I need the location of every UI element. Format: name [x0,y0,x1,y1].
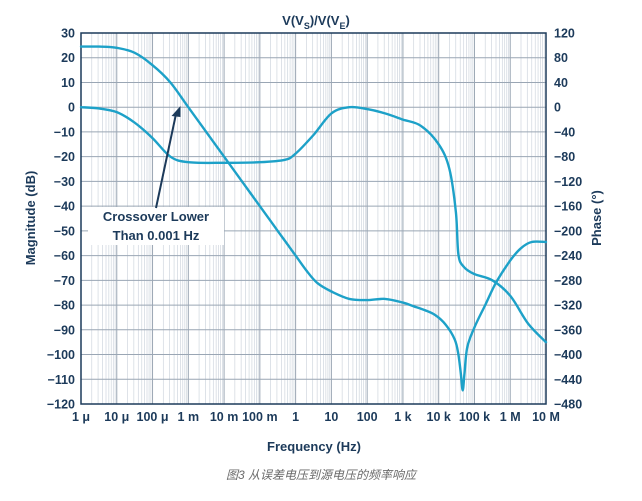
y-tick-label-left: −10 [54,125,75,139]
y-tick-label-left: −60 [54,249,75,263]
annotation-arrow-line [155,113,177,209]
chart: 3020100−10−20−30−40−50−60−70−80−90−100−1… [23,13,604,454]
y-tick-label-left: 30 [61,27,75,41]
x-tick-label: 10 m [210,410,239,424]
series-layer [79,45,548,392]
y-tick-label-left: 20 [61,51,75,65]
x-tick-label: 100 k [459,410,490,424]
y-tick-label-left: −90 [54,323,75,337]
x-tick-label: 100 [357,410,378,424]
annotation-arrow-head [171,106,181,117]
y-tick-label-right: −160 [554,200,582,214]
annotation-box [88,207,224,245]
y-tick-label-left: −30 [54,175,75,189]
y-tick-label-left: −20 [54,150,75,164]
y-tick-label-right: 0 [554,101,561,115]
y-tick-label-left: −40 [54,200,75,214]
x-tick-label: 10 M [532,410,560,424]
y-tick-label-right: −200 [554,224,582,238]
x-tick-label: 1 m [178,410,200,424]
y-tick-label-left: −80 [54,299,75,313]
annotation-line-1: Crossover Lower [103,209,209,224]
y-axis-title-right: Phase (°) [589,190,604,246]
y-tick-label-right: 40 [554,76,568,90]
y-tick-label-right: −40 [554,125,575,139]
tick-labels: 3020100−10−20−30−40−50−60−70−80−90−100−1… [47,27,582,425]
chart-title: V(VS)/V(VE) [282,13,350,31]
x-tick-label: 1 M [500,410,521,424]
y-tick-label-left: −120 [47,398,75,412]
figure-caption: 图3 从误差电压到源电压的频率响应 [225,468,416,482]
y-tick-label-right: −480 [554,398,582,412]
x-tick-label: 10 k [427,410,451,424]
phase-series-line [79,105,548,344]
y-tick-label-right: −400 [554,348,582,362]
x-tick-label: 10 μ [104,410,129,424]
x-tick-label: 10 [324,410,338,424]
y-axis-title-left: Magnitude (dB) [23,171,38,266]
y-tick-label-right: −240 [554,249,582,263]
y-tick-label-right: −360 [554,323,582,337]
x-tick-label: 1 [292,410,299,424]
y-tick-label-right: 120 [554,27,575,41]
x-tick-label: 1 μ [72,410,90,424]
y-tick-label-right: −320 [554,299,582,313]
y-tick-label-right: −440 [554,373,582,387]
y-tick-label-right: −120 [554,175,582,189]
x-tick-label: 100 m [242,410,277,424]
magnitude-series-line [79,45,548,392]
y-tick-label-left: −50 [54,224,75,238]
x-tick-label: 100 μ [137,410,169,424]
x-tick-label: 1 k [394,410,411,424]
x-axis-title: Frequency (Hz) [267,439,361,454]
annotation-line-2: Than 0.001 Hz [113,228,200,243]
y-tick-label-left: −110 [48,373,76,387]
y-tick-label-right: −80 [554,150,575,164]
y-tick-label-left: −100 [47,348,75,362]
y-tick-label-left: 10 [61,76,75,90]
plot-frame [80,32,547,405]
y-tick-label-right: 80 [554,51,568,65]
y-tick-label-left: 0 [68,101,75,115]
y-tick-label-left: −70 [54,274,75,288]
y-tick-label-right: −280 [554,274,582,288]
